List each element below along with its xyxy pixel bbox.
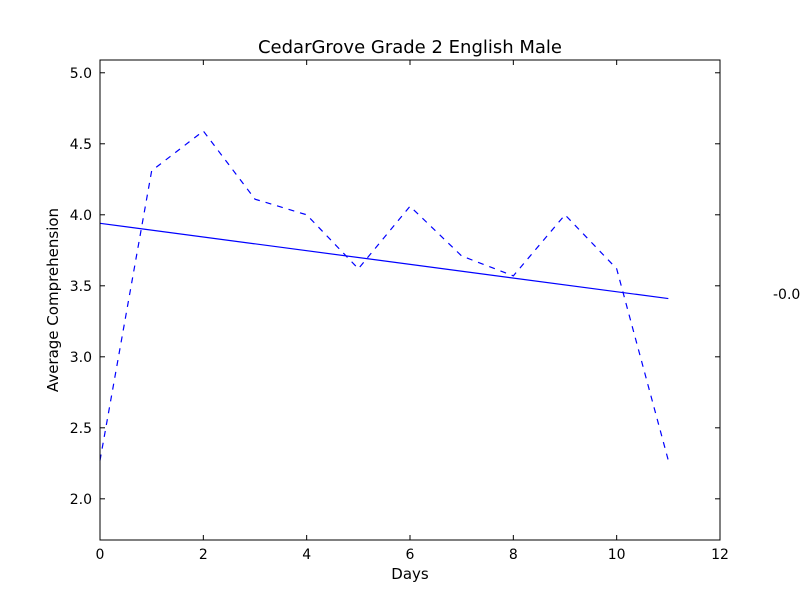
x-tick-label: 0 <box>96 547 105 563</box>
y-tick-label: 4.5 <box>70 137 92 153</box>
y-tick-label: 4.0 <box>70 208 92 224</box>
slope-annotation: -0.0 <box>773 287 800 303</box>
y-tick-label: 5.0 <box>70 66 92 82</box>
y-tick-label: 3.5 <box>70 279 92 295</box>
trend-line <box>99 222 669 300</box>
y-tick-label: 3.0 <box>70 350 92 366</box>
y-tick-label: 2.5 <box>70 421 92 437</box>
y-axis-label: Average Comprehension <box>44 208 62 392</box>
x-tick-label: 8 <box>509 547 518 563</box>
plot-frame <box>99 59 721 541</box>
x-tick-label: 10 <box>608 547 626 563</box>
x-tick-label: 12 <box>711 547 729 563</box>
comprehension-series-line <box>99 130 669 461</box>
x-axis-label: Days <box>391 565 429 583</box>
chart-title: CedarGrove Grade 2 English Male <box>258 37 562 58</box>
x-tick-label: 6 <box>406 547 415 563</box>
x-tick-label: 4 <box>302 547 311 563</box>
y-tick-label: 2.0 <box>70 492 92 508</box>
x-tick-label: 2 <box>199 547 208 563</box>
